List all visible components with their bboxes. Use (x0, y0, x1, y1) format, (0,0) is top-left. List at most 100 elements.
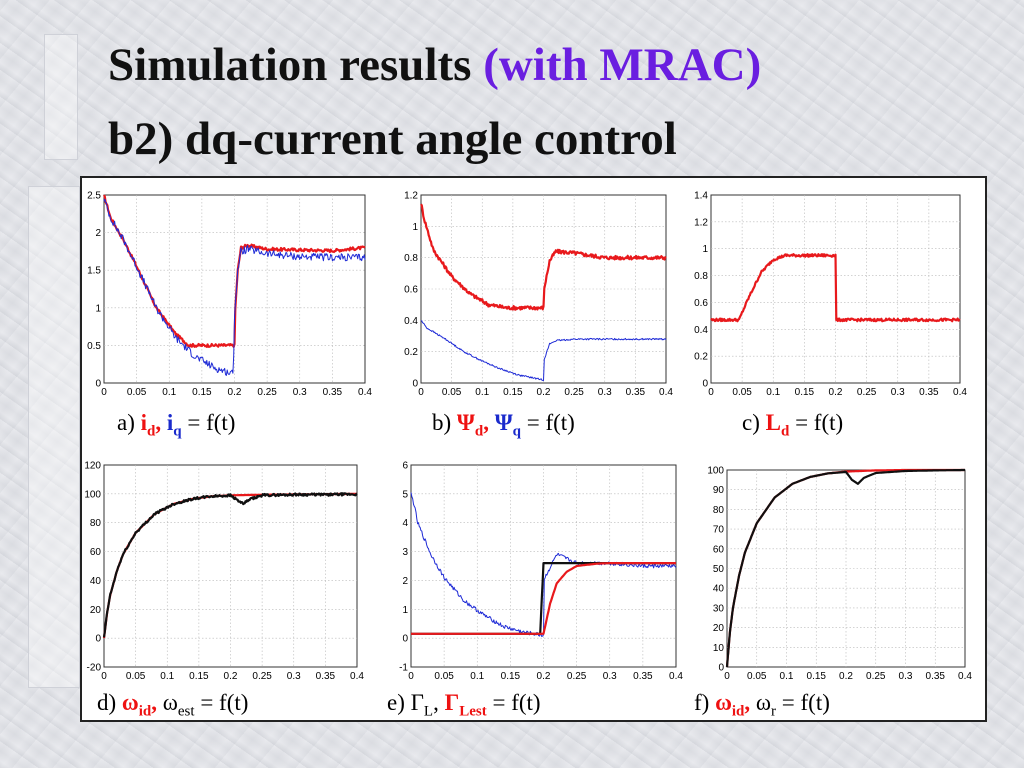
caption-e-prefix: e) (387, 690, 411, 715)
chart-e-ytick-label: 4 (402, 518, 408, 529)
chart-a-xtick-label: 0.2 (228, 387, 242, 398)
page-title-line1: Simulation results (with MRAC) (108, 42, 761, 89)
caption-e-sep: , (433, 690, 445, 715)
chart-d-ytick-label: 20 (90, 605, 102, 616)
caption-a-sym1: i (140, 410, 148, 435)
decor-frame-left (28, 186, 80, 688)
chart-a-series-blue (103, 198, 366, 376)
chart-f-xtick-label: 0.05 (747, 671, 767, 682)
caption-b-prefix: b) (432, 410, 457, 435)
chart-d-ytick-label: 80 (90, 518, 102, 529)
chart-b-xtick-label: 0 (418, 387, 424, 398)
chart-a-xtick-label: 0.25 (257, 387, 277, 398)
caption-a-sub2: q (173, 423, 182, 440)
chart-e-xtick-label: 0.25 (567, 671, 587, 682)
chart-a-xtick-label: 0.4 (358, 387, 372, 398)
caption-c-prefix: c) (742, 410, 766, 435)
chart-b: 0 0.05 0.1 0.15 0.2 0.25 0.3 0.35 0.4 0 0.2 0.4 0.6 0… (404, 191, 673, 399)
chart-c-xtick-label: 0.05 (732, 387, 752, 398)
caption-b: b) Ψd, Ψq = f(t) (432, 410, 575, 441)
chart-f-ytick-label: 50 (713, 564, 725, 575)
caption-e-sub1: L (423, 703, 434, 720)
caption-d-sep: , (151, 690, 163, 715)
caption-a-sym2: i (166, 410, 174, 435)
chart-c-ytick-label: 1.4 (694, 191, 708, 202)
chart-c-ytick-label: 0.2 (694, 352, 708, 363)
chart-f-ytick-label: 80 (713, 505, 725, 516)
chart-d: 0 0.05 0.1 0.15 0.2 0.25 0.3 0.35 0.4-2002040608… (84, 461, 364, 683)
chart-f-ytick-label: 10 (713, 643, 725, 654)
caption-d-sym2: ω (162, 690, 178, 715)
caption-d-sub2: est (177, 703, 195, 720)
chart-b-xtick-label: 0.3 (598, 387, 612, 398)
figure-panel: 0 0.05 0.1 0.15 0.2 0.25 0.3 0.35 0.4 0 0.5 1 1.5 2 2.… (80, 176, 987, 722)
chart-e-ytick-label: 5 (402, 489, 408, 500)
chart-e-ytick-label: 1 (402, 605, 408, 616)
chart-d-xtick-label: 0.4 (350, 671, 364, 682)
chart-d-ytick-label: 40 (90, 576, 102, 587)
chart-f-ytick-label: 60 (713, 544, 725, 555)
chart-c-xtick-label: 0.1 (766, 387, 780, 398)
chart-d-xtick-label: 0 (101, 671, 107, 682)
chart-d-ytick-label: 0 (95, 634, 101, 645)
chart-f-xtick-label: 0.4 (958, 671, 972, 682)
caption-c-suffix: = f(t) (789, 410, 844, 435)
caption-c-sym1: L (765, 410, 781, 435)
caption-b-sym1: Ψ (456, 410, 475, 435)
chart-a-xtick-label: 0.3 (293, 387, 307, 398)
chart-e-ytick-label: -1 (399, 663, 408, 674)
chart-c-ytick-label: 1 (702, 244, 708, 255)
chart-a-ytick-label: 1 (95, 303, 101, 314)
caption-d: d) ωid, ωest = f(t) (97, 690, 248, 721)
chart-f-ytick-label: 90 (713, 485, 725, 496)
chart-b-xtick-label: 0.25 (564, 387, 584, 398)
caption-a-sub1: d (147, 423, 156, 440)
chart-b-ytick-label: 1.2 (404, 191, 418, 202)
caption-e-sym1: Γ (410, 690, 424, 715)
chart-b-series-red (420, 203, 667, 311)
chart-f-ytick-label: 0 (718, 663, 724, 674)
chart-c-xtick-label: 0.4 (953, 387, 967, 398)
chart-a: 0 0.05 0.1 0.15 0.2 0.25 0.3 0.35 0.4 0 0.5 1 1.5 2 2.… (87, 191, 372, 399)
chart-c-ytick-label: 0 (702, 379, 708, 390)
caption-f-sub1: id (731, 703, 745, 720)
caption-b-sep: , (483, 410, 495, 435)
chart-e-ytick-label: 6 (402, 461, 408, 472)
caption-e-sym2: Γ (444, 690, 460, 715)
chart-f-ytick-label: 20 (713, 623, 725, 634)
caption-f-prefix: f) (694, 690, 716, 715)
caption-d-suffix: = f(t) (194, 690, 249, 715)
plots-canvas: 0 0.05 0.1 0.15 0.2 0.25 0.3 0.35 0.400.511.522.… (84, 191, 972, 683)
caption-f-sub2: r (771, 703, 777, 720)
chart-a-xtick-label: 0.15 (192, 387, 212, 398)
caption-e-suffix: = f(t) (486, 690, 541, 715)
chart-f-xtick-label: 0 (724, 671, 730, 682)
chart-e-xtick-label: 0.3 (603, 671, 617, 682)
chart-e-xtick-label: 0.4 (669, 671, 683, 682)
chart-e-ytick-label: 0 (402, 634, 408, 645)
chart-b-xtick-label: 0.1 (475, 387, 489, 398)
title-highlight: (with MRAC) (483, 39, 762, 91)
caption-b-sym2: Ψ (494, 410, 513, 435)
chart-f: 0 0.05 0.1 0.15 0.2 0.25 0.3 0.35 0.4 0 10 20 30 40 50… (707, 466, 972, 683)
caption-a-prefix: a) (117, 410, 141, 435)
chart-c-ytick-label: 0.6 (694, 298, 708, 309)
caption-f-sym2: ω (755, 690, 772, 715)
chart-d-ytick-label: 100 (84, 489, 101, 500)
chart-b-xtick-label: 0.35 (626, 387, 646, 398)
chart-a-xtick-label: 0.35 (323, 387, 343, 398)
chart-f-series-black (725, 468, 966, 668)
chart-e-ytick-label: 3 (402, 547, 408, 558)
chart-a-series-red (103, 194, 366, 348)
caption-e-sub2: Lest (459, 703, 487, 720)
chart-c-xtick-label: 0.2 (829, 387, 843, 398)
caption-f-suffix: = f(t) (776, 690, 830, 715)
chart-c-ytick-label: 1.2 (694, 217, 708, 228)
page-title-line2: b2) dq-current angle control (108, 113, 677, 165)
caption-b-sub1: d (474, 423, 484, 440)
chart-e-xtick-label: 0.1 (470, 671, 484, 682)
caption-d-sym1: ω (121, 690, 139, 715)
chart-b-xtick-label: 0.15 (503, 387, 523, 398)
chart-d-ytick-label: 120 (84, 461, 101, 472)
chart-c: 0 0.05 0.1 0.15 0.2 0.25 0.3 0.35 0.4 0 0.2 0.4 0.6 0… (694, 191, 967, 399)
